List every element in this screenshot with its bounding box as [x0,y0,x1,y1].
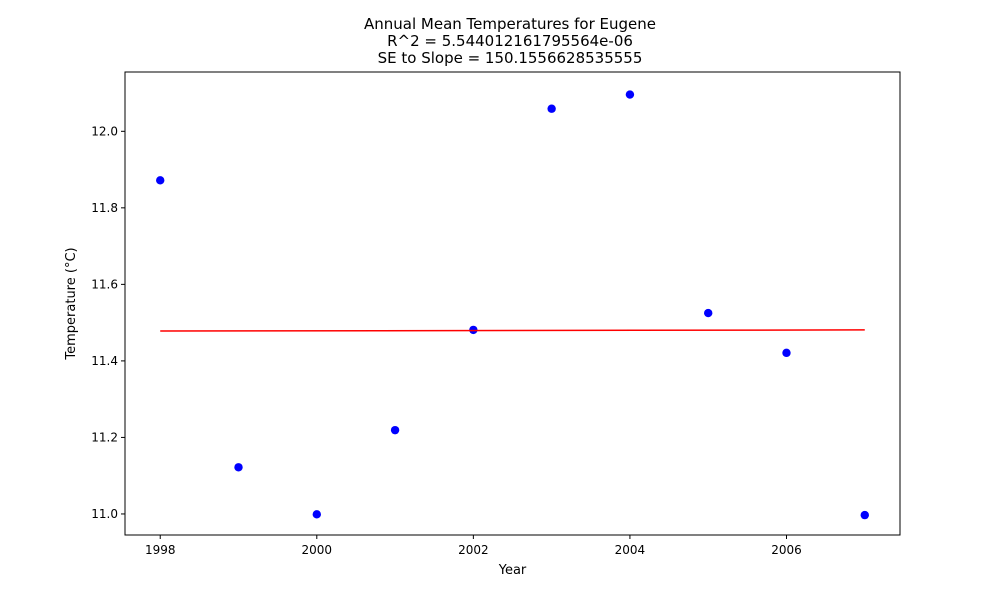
data-point [156,176,165,185]
data-point [390,425,400,435]
plot-area [156,90,869,520]
x-tick-label: 2006 [771,543,802,557]
data-point [312,510,321,519]
data-point [704,308,713,318]
data-point [625,90,635,99]
data-point [782,348,791,358]
y-tick-label: 11.2 [91,430,118,444]
regression-line [160,329,865,332]
x-axis: 1998 2000 2002 2004 2006 [145,535,802,557]
x-tick-label: 2000 [302,543,333,557]
chart-title-line-2: R^2 = 5.544012161795564e-06 [387,32,633,50]
chart-title-line-1: Annual Mean Temperatures for Eugene [364,15,656,33]
data-point [860,510,869,520]
x-tick-label: 2004 [615,543,646,557]
x-tick-label: 2002 [458,543,489,557]
x-axis-label: Year [498,563,527,578]
y-axis: 11.0 11.2 11.4 11.6 11.8 12.0 [91,124,125,521]
y-tick-label: 11.4 [91,354,118,368]
y-axis-label: Temperature (°C) [64,247,79,360]
chart-title: Annual Mean Temperatures for Eugene R^2 … [364,15,656,67]
chart-title-line-3: SE to Slope = 150.1556628535555 [378,49,643,67]
y-tick-label: 12.0 [91,124,118,138]
data-point [547,104,556,113]
y-tick-label: 11.0 [91,507,118,521]
y-tick-label: 11.6 [91,277,118,291]
plot-frame [124,71,901,536]
y-tick-label: 11.8 [91,201,118,215]
x-tick-label: 1998 [145,543,176,557]
data-point [234,463,243,472]
